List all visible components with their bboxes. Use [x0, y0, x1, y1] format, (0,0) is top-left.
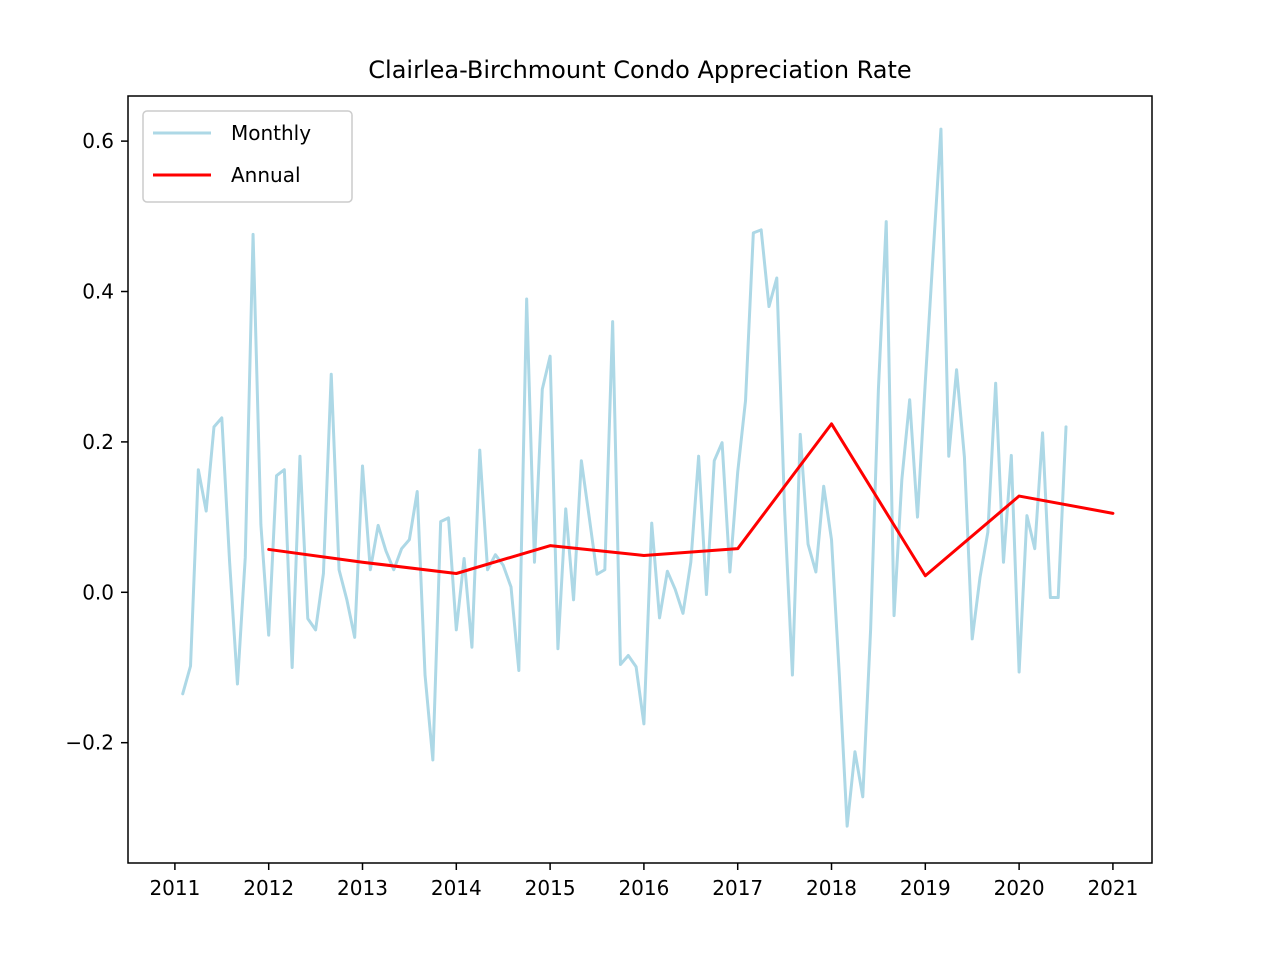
- y-axis: −0.2 0.0 0.2 0.4 0.6: [65, 129, 128, 755]
- legend-label-monthly: Monthly: [231, 121, 311, 145]
- x-tick-label: 2018: [806, 876, 857, 900]
- series-line-annual: [267, 422, 1115, 578]
- chart-title: Clairlea-Birchmount Condo Appreciation R…: [368, 56, 911, 84]
- x-axis: 2011 2012 2013 2014 2015 2016 2017 2018 2019 2020…: [149, 863, 1138, 900]
- x-tick-label: 2012: [243, 876, 294, 900]
- x-tick-label: 2016: [618, 876, 669, 900]
- x-tick-label: 2015: [525, 876, 576, 900]
- y-tick-label: 0.0: [82, 580, 114, 604]
- series-layer: [181, 127, 1115, 828]
- x-tick-label: 2017: [712, 876, 763, 900]
- x-tick-label: 2013: [337, 876, 388, 900]
- y-tick-label: −0.2: [65, 731, 114, 755]
- legend-label-annual: Annual: [231, 163, 301, 187]
- x-tick-label: 2014: [431, 876, 482, 900]
- y-tick-label: 0.6: [82, 129, 114, 153]
- plot-frame: [127, 95, 1153, 864]
- y-tick-label: 0.2: [82, 430, 114, 454]
- x-tick-label: 2019: [900, 876, 951, 900]
- legend: Monthly Annual: [142, 110, 353, 203]
- series-line-monthly: [181, 127, 1068, 828]
- x-tick-label: 2011: [149, 876, 200, 900]
- x-tick-label: 2020: [994, 876, 1045, 900]
- y-tick-label: 0.4: [82, 280, 114, 304]
- x-tick-label: 2021: [1087, 876, 1138, 900]
